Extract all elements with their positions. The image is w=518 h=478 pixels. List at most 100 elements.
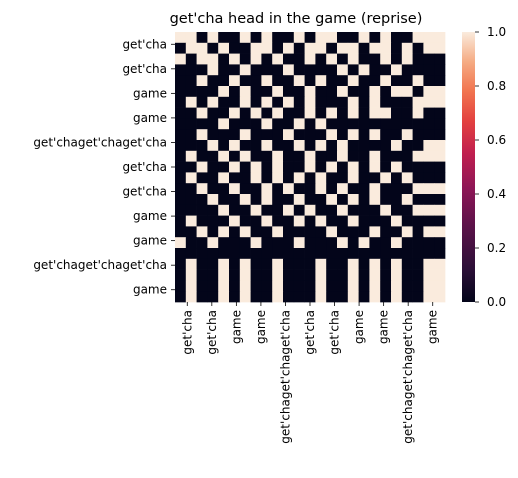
heatmap-cell [326, 140, 338, 152]
heatmap-cell [239, 150, 251, 162]
heatmap-cell [337, 140, 349, 152]
heatmap-cell [185, 53, 197, 65]
heatmap-cell [196, 248, 208, 260]
heatmap-cell [239, 172, 251, 184]
heatmap-cell [196, 280, 208, 292]
heatmap-cell [401, 291, 413, 303]
heatmap-cell [261, 172, 273, 184]
heatmap-cell [369, 129, 381, 141]
heatmap-cell [380, 237, 392, 249]
heatmap-cell [369, 280, 381, 292]
heatmap-cell [380, 86, 392, 98]
heatmap-cell [434, 107, 446, 119]
heatmap-cell [261, 291, 273, 303]
heatmap-cell [337, 161, 349, 173]
heatmap-cell [434, 291, 446, 303]
heatmap-cell [391, 204, 403, 216]
heatmap-cell [326, 237, 338, 249]
heatmap-cell [261, 248, 273, 260]
heatmap-cell [207, 32, 219, 44]
heatmap-cell [175, 107, 187, 119]
heatmap-cell [272, 194, 284, 206]
colorbar [462, 32, 475, 302]
heatmap-cell [315, 172, 327, 184]
heatmap-cell [185, 248, 197, 260]
heatmap-cell [293, 237, 305, 249]
heatmap-cell [380, 107, 392, 119]
heatmap-cell [185, 291, 197, 303]
heatmap-cell [358, 161, 370, 173]
heatmap-cell [391, 183, 403, 195]
heatmap-cell [229, 280, 241, 292]
heatmap-cell [304, 248, 316, 260]
heatmap-cell [380, 226, 392, 238]
heatmap-cell [434, 42, 446, 54]
x-tick-label: game [426, 310, 440, 344]
heatmap-cell [207, 53, 219, 65]
heatmap-cell [175, 32, 187, 44]
heatmap-cell [347, 291, 359, 303]
heatmap-cell [218, 291, 230, 303]
heatmap-cell [283, 75, 295, 87]
heatmap-cell [218, 42, 230, 54]
heatmap-cell [283, 269, 295, 281]
heatmap-cell [423, 140, 435, 152]
heatmap-cell [272, 183, 284, 195]
heatmap-cell [423, 96, 435, 108]
heatmap-cell [315, 258, 327, 270]
heatmap-cell [229, 258, 241, 270]
heatmap-cell [401, 53, 413, 65]
heatmap-cell [218, 140, 230, 152]
heatmap-cell [185, 237, 197, 249]
heatmap-cell [239, 183, 251, 195]
heatmap-cell [175, 118, 187, 130]
heatmap-cell [250, 161, 262, 173]
heatmap-cell [391, 150, 403, 162]
heatmap-cell [175, 291, 187, 303]
heatmap-cell [304, 280, 316, 292]
heatmap-cell [326, 64, 338, 76]
heatmap-cell [196, 64, 208, 76]
heatmap-cell [347, 75, 359, 87]
heatmap-cell [175, 172, 187, 184]
heatmap-cell [434, 129, 446, 141]
heatmap-cell [304, 140, 316, 152]
heatmap-cell [261, 269, 273, 281]
heatmap-cell [380, 96, 392, 108]
heatmap-cell [207, 258, 219, 270]
heatmap-cell [185, 280, 197, 292]
heatmap-cell [347, 64, 359, 76]
heatmap-cell [207, 194, 219, 206]
heatmap-cell [175, 204, 187, 216]
heatmap-cell [326, 269, 338, 281]
heatmap-cell [369, 64, 381, 76]
heatmap-cell [304, 42, 316, 54]
heatmap-cell [337, 194, 349, 206]
heatmap-cell [218, 183, 230, 195]
heatmap-cell [347, 53, 359, 65]
heatmap-cell [423, 86, 435, 98]
heatmap-cell [434, 140, 446, 152]
heatmap-cell [412, 291, 424, 303]
heatmap-cell [175, 280, 187, 292]
heatmap-cell [380, 42, 392, 54]
heatmap-cell [401, 150, 413, 162]
heatmap-cell [175, 194, 187, 206]
heatmap-cell [239, 64, 251, 76]
heatmap-cell [369, 96, 381, 108]
heatmap-cell [401, 248, 413, 260]
heatmap-cell [412, 32, 424, 44]
heatmap-cell [326, 161, 338, 173]
heatmap-cell [391, 215, 403, 227]
heatmap-cell [391, 32, 403, 44]
heatmap-cell [207, 86, 219, 98]
heatmap-cell [239, 107, 251, 119]
colorbar-tick-label: 0.6 [487, 133, 506, 147]
heatmap-cell [401, 161, 413, 173]
heatmap-cell [412, 140, 424, 152]
heatmap-cell [304, 269, 316, 281]
heatmap-cell [391, 161, 403, 173]
y-tick-label: get'cha [122, 37, 167, 51]
heatmap-cell [239, 237, 251, 249]
heatmap-cell [369, 32, 381, 44]
